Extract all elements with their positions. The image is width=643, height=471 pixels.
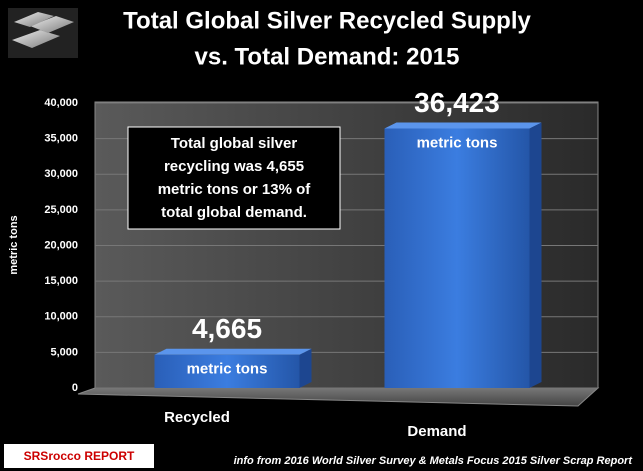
y-tick-label: 40,000 (44, 97, 78, 109)
value-label: 36,423 (414, 87, 500, 118)
y-tick-label: 25,000 (44, 204, 78, 216)
logo-box (4, 444, 154, 468)
annotation-text: Total global silver (171, 135, 298, 152)
y-tick-label: 35,000 (44, 133, 78, 145)
x-tick-label: Demand (407, 423, 466, 440)
chart-title: Total Global Silver Recycled Supply (123, 7, 531, 34)
y-tick-label: 15,000 (44, 275, 78, 287)
bar (384, 128, 530, 388)
y-tick-label: 30,000 (44, 168, 78, 180)
annotation-box (127, 126, 341, 230)
source-note: info from 2016 World Silver Survey & Met… (234, 455, 634, 467)
logo: SRSrocco REPORT (24, 449, 135, 463)
y-tick-label: 20,000 (44, 239, 78, 251)
x-tick-label: Recycled (164, 409, 230, 426)
y-tick-label: 5,000 (50, 346, 78, 358)
silver-icon (8, 8, 78, 58)
y-axis-label: metric tons (8, 215, 20, 274)
bar-unit-label: metric tons (187, 361, 268, 378)
bar-side (299, 348, 312, 388)
annotation-text: metric tons or 13% of (158, 181, 312, 198)
y-tick-label: 0 (72, 382, 78, 394)
bar (154, 354, 300, 388)
bar-top (384, 122, 542, 129)
annotation-text: recycling was 4,655 (164, 158, 304, 175)
annotation-text: total global demand. (161, 204, 307, 221)
value-label: 4,665 (192, 313, 262, 344)
y-tick-label: 10,000 (44, 311, 78, 323)
chart-title: vs. Total Demand: 2015 (195, 43, 460, 70)
bar-side (529, 122, 542, 389)
bar-unit-label: metric tons (417, 134, 498, 151)
bar-top (154, 348, 312, 355)
